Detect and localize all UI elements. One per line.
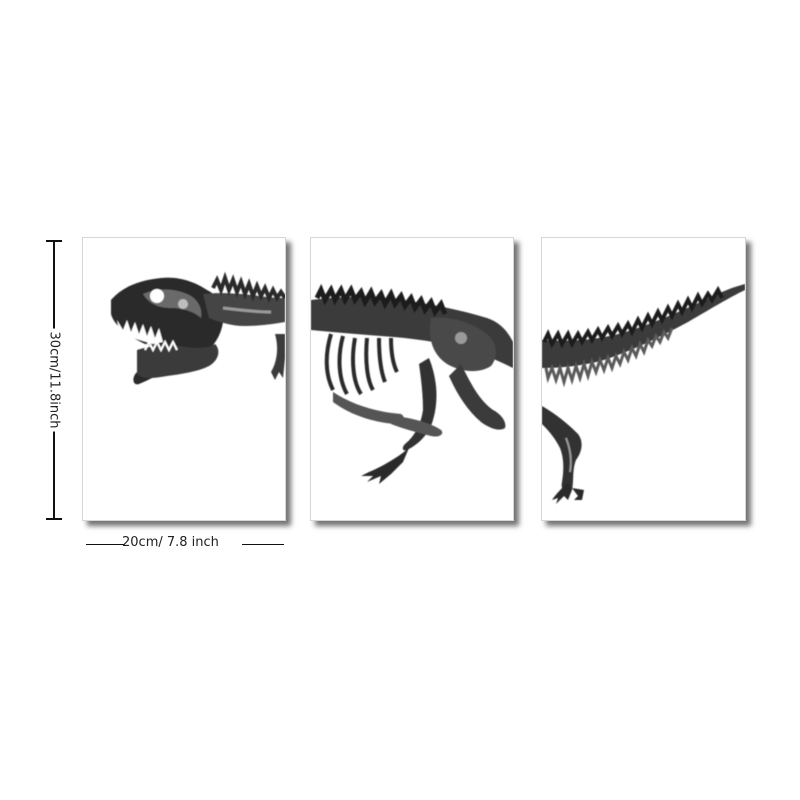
height-dimension-tick-top bbox=[46, 240, 62, 242]
t-rex-skull-illustration bbox=[111, 271, 285, 385]
t-rex-tail-illustration bbox=[542, 284, 745, 504]
height-dimension-tick-bottom bbox=[46, 518, 62, 520]
width-dimension-line-left bbox=[86, 544, 124, 545]
canvas-panel-right bbox=[541, 237, 746, 521]
canvas-panel-left bbox=[82, 237, 286, 521]
width-dimension-line-right bbox=[242, 544, 284, 545]
t-rex-torso-illustration bbox=[311, 283, 513, 484]
canvas-panel-middle bbox=[310, 237, 514, 521]
height-dimension-label: 30cm/11.8inch bbox=[46, 328, 62, 432]
width-dimension-label: 20cm/ 7.8 inch bbox=[122, 535, 219, 550]
